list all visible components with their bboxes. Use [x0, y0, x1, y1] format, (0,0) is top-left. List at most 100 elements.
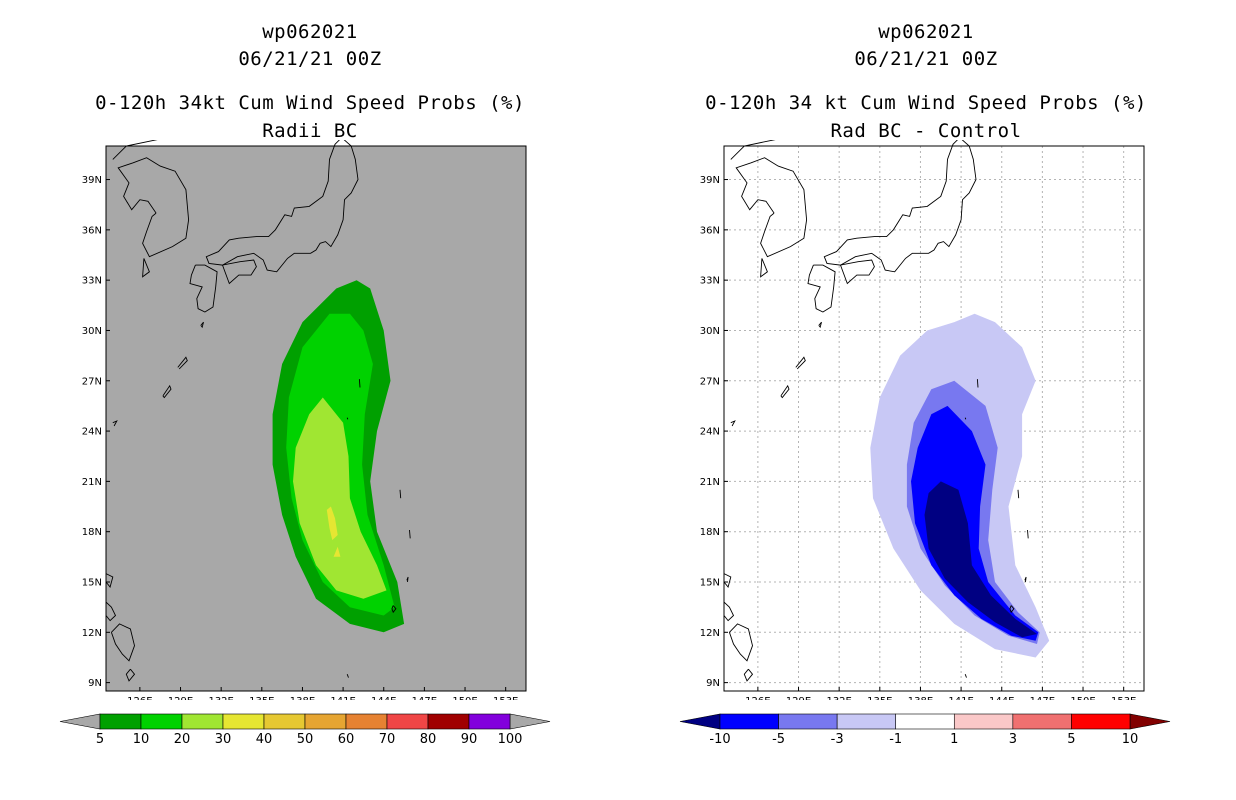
colorbar-max-arrow — [509, 713, 551, 730]
coastline — [346, 417, 349, 420]
coastline — [723, 573, 732, 588]
right-difference-contours — [870, 313, 1050, 658]
left-title: 0-120h 34kt Cum Wind Speed Probs (%) — [95, 92, 525, 114]
colorbar-label: 50 — [297, 732, 314, 747]
lat-tick-label: 24N — [700, 427, 720, 438]
coastline — [200, 321, 204, 329]
coastline — [723, 601, 735, 622]
lat-tick-label: 33N — [700, 276, 720, 287]
coastline — [735, 157, 808, 258]
colorbar-label: 5 — [1067, 732, 1075, 747]
coastline — [964, 417, 967, 420]
colorbar-label: -3 — [831, 732, 844, 747]
coastline — [409, 529, 411, 539]
colorbar-swatch — [778, 713, 838, 730]
colorbar-swatch — [386, 713, 429, 730]
coastline — [730, 140, 776, 160]
colorbar-label: -1 — [889, 732, 902, 747]
contour-30-40- — [333, 546, 341, 557]
right-colorbar: -10 -5 -3 -1 1 3 5 10 — [679, 713, 1171, 747]
coastline — [406, 576, 409, 583]
colorbar-label: 100 — [498, 732, 523, 747]
lon-tick-label: 153E — [493, 696, 518, 700]
colorbar-swatch — [99, 713, 142, 730]
lat-tick-label: 15N — [700, 578, 720, 589]
coastline — [189, 264, 218, 313]
colorbar-swatch — [836, 713, 897, 730]
lat-tick-label: 39N — [700, 175, 720, 186]
colorbar-label: 30 — [215, 732, 232, 747]
lon-tick-label: 126E — [127, 696, 152, 700]
coastline — [125, 668, 136, 682]
coastline — [823, 140, 977, 273]
lon-tick-label: 153E — [1111, 696, 1136, 700]
lat-tick-label: 12N — [700, 628, 720, 639]
colorbar-swatch — [345, 713, 388, 730]
right-storm-id: wp062021 — [878, 21, 974, 43]
colorbar-label: 60 — [338, 732, 355, 747]
left-colorbar: 5 10 20 30 40 50 60 70 80 90 100 — [59, 713, 551, 747]
coastline — [1009, 605, 1015, 614]
lat-tick-label: 18N — [700, 527, 720, 538]
coastline — [743, 668, 754, 682]
coastline — [105, 601, 117, 622]
coastline — [117, 157, 190, 258]
colorbar-label: 10 — [133, 732, 150, 747]
lat-tick-label: 18N — [82, 527, 102, 538]
lat-tick-label: 33N — [82, 276, 102, 287]
colorbar-swatch — [953, 713, 1014, 730]
contour-30-40- — [326, 506, 338, 541]
coastline — [177, 356, 188, 370]
coastline — [818, 321, 822, 329]
left-coastlines — [105, 140, 411, 682]
colorbar-label: 90 — [461, 732, 478, 747]
coastline — [964, 674, 967, 678]
lon-tick-label: 129E — [786, 696, 811, 700]
coastline — [760, 258, 768, 278]
lat-tick-label: 21N — [700, 477, 720, 488]
lon-tick-label: 150E — [1070, 696, 1095, 700]
lat-tick-label: 30N — [700, 326, 720, 337]
coastline — [1024, 576, 1027, 583]
lat-tick-label: 15N — [82, 578, 102, 589]
left-subtitle: Radii BC — [262, 120, 358, 142]
left-datetime: 06/21/21 00Z — [238, 48, 382, 70]
coastline — [399, 489, 402, 499]
lon-tick-label: 132E — [826, 696, 851, 700]
coastline — [112, 140, 158, 160]
lat-tick-label: 21N — [82, 477, 102, 488]
right-map-frame — [723, 145, 1145, 692]
coastline — [807, 264, 836, 313]
lat-tick-label: 24N — [82, 427, 102, 438]
lon-tick-label: 144E — [989, 696, 1014, 700]
contour--5-to-10 — [911, 405, 1039, 641]
lon-tick-label: 141E — [948, 696, 973, 700]
colorbar-label: -5 — [772, 732, 785, 747]
lat-tick-label: 12N — [82, 628, 102, 639]
lon-tick-label: 144E — [371, 696, 396, 700]
lat-tick-label: 9N — [706, 678, 720, 689]
colorbar-swatch — [427, 713, 470, 730]
coastline — [1017, 489, 1020, 499]
colorbar-label: 20 — [174, 732, 191, 747]
coastline — [730, 420, 736, 427]
colorbar-min-arrow — [679, 713, 721, 730]
left-storm-id: wp062021 — [262, 21, 358, 43]
coastline — [840, 259, 875, 285]
coastline — [780, 384, 790, 399]
colorbar-label: 10 — [1122, 732, 1139, 747]
left-probability-map: 126E 129E 132E 135E 138E 141E 144E 147E 150E 153E… — [82, 140, 527, 700]
lat-tick-label: 39N — [82, 175, 102, 186]
coastline — [205, 140, 359, 273]
colorbar-label: 5 — [96, 732, 104, 747]
lat-tick-label: 30N — [82, 326, 102, 337]
coastline — [795, 356, 806, 370]
lat-tick-label: 9N — [88, 678, 102, 689]
colorbar-min-arrow — [59, 713, 101, 730]
right-axis-ticks: 126E 129E 132E 135E 138E 141E 144E 147E 150E 153E… — [700, 175, 1137, 700]
lon-tick-label: 126E — [745, 696, 770, 700]
colorbar-label: -10 — [709, 732, 730, 747]
contour-20-30- — [293, 397, 387, 599]
colorbar-swatch — [1012, 713, 1072, 730]
coastline — [222, 259, 257, 285]
